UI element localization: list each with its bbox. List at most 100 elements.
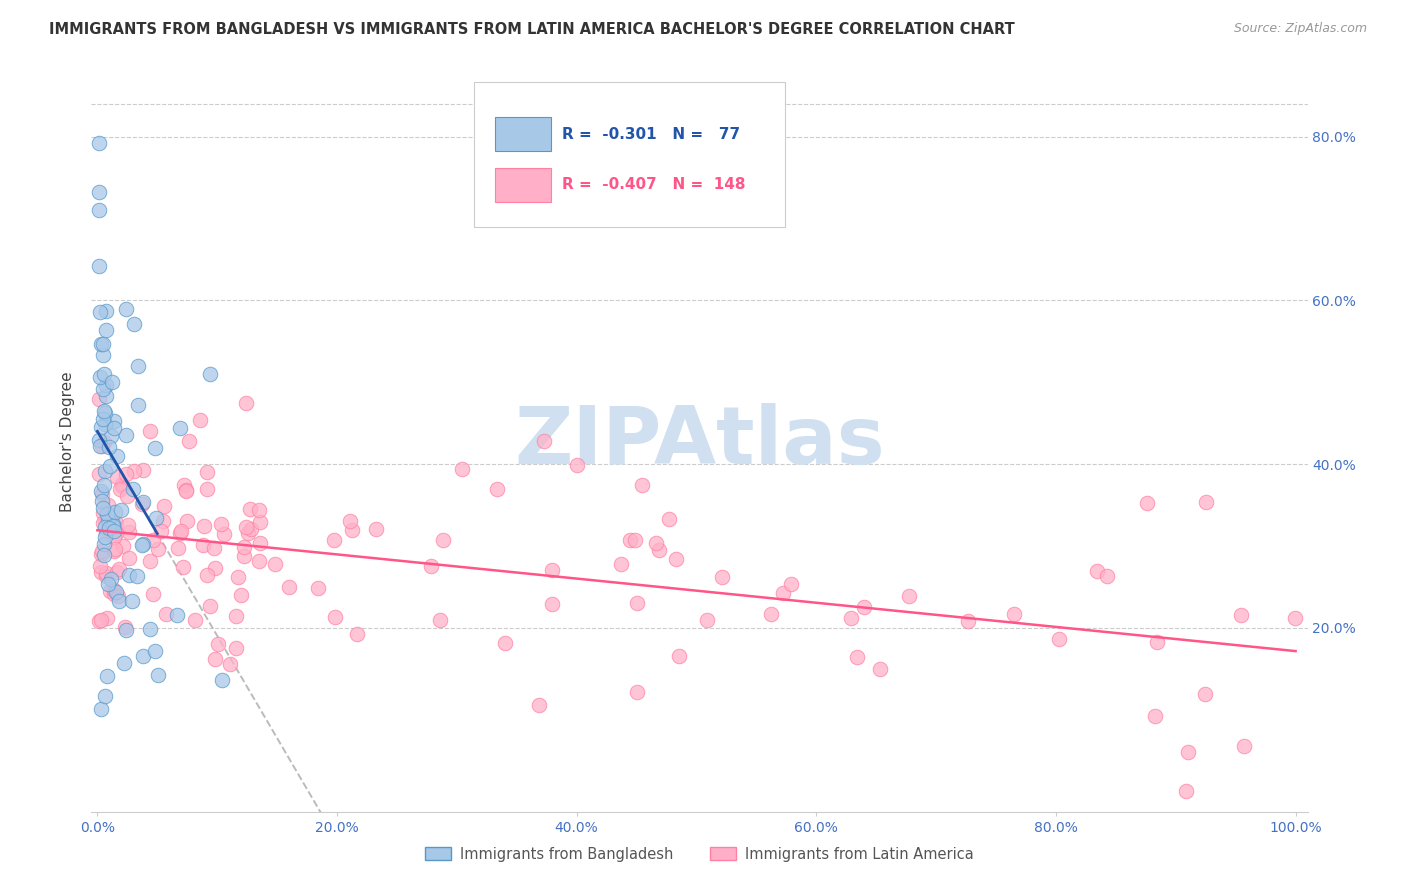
Point	[139, 554, 162, 568]
Point	[114, 624, 136, 638]
Point	[96, 669, 118, 683]
Point	[148, 667, 170, 681]
Point	[100, 429, 122, 443]
Point	[87, 136, 110, 150]
Point	[103, 413, 125, 427]
Point	[104, 585, 127, 599]
Point	[91, 500, 114, 515]
Point	[450, 462, 472, 476]
Point	[541, 597, 564, 611]
Point	[179, 434, 201, 449]
Point	[485, 482, 508, 496]
Point	[200, 367, 222, 381]
Point	[527, 698, 550, 713]
Point	[665, 552, 688, 566]
Point	[195, 568, 218, 582]
Text: Source: ZipAtlas.com: Source: ZipAtlas.com	[1233, 22, 1367, 36]
Point	[853, 599, 876, 614]
Point	[91, 506, 114, 520]
Point	[111, 476, 134, 491]
Point	[166, 607, 188, 622]
Point	[107, 470, 129, 484]
Point	[956, 615, 979, 629]
Point	[235, 520, 257, 534]
Point	[90, 494, 112, 508]
Point	[174, 483, 197, 497]
Point	[93, 549, 115, 563]
Point	[307, 582, 329, 596]
Point	[207, 637, 229, 651]
Point	[103, 530, 125, 544]
Point	[89, 370, 111, 384]
Point	[89, 439, 111, 453]
Point	[172, 559, 194, 574]
Point	[780, 576, 803, 591]
Point	[198, 599, 221, 613]
Point	[132, 537, 155, 551]
Point	[173, 478, 195, 492]
Point	[142, 533, 165, 548]
Point	[340, 523, 363, 537]
Point	[139, 425, 162, 439]
Point	[90, 484, 112, 499]
Point	[132, 463, 155, 477]
Point	[432, 533, 454, 547]
Point	[420, 559, 443, 574]
Point	[845, 650, 868, 665]
Point	[1136, 496, 1159, 510]
Point	[759, 607, 782, 621]
Point	[89, 565, 111, 579]
Point	[1097, 569, 1119, 583]
Point	[204, 541, 226, 555]
Point	[209, 516, 232, 531]
Point	[87, 203, 110, 218]
Point	[104, 505, 127, 519]
Point	[225, 609, 247, 624]
Point	[91, 337, 114, 351]
Point	[263, 557, 285, 571]
Point	[191, 538, 214, 552]
Point	[93, 367, 115, 381]
Point	[249, 515, 271, 529]
Point	[131, 538, 153, 552]
Point	[94, 566, 117, 580]
Point	[96, 377, 118, 392]
Point	[229, 588, 252, 602]
Point	[150, 524, 173, 539]
Point	[869, 662, 891, 676]
Point	[107, 589, 129, 603]
Point	[98, 458, 121, 473]
Point	[94, 525, 117, 540]
Point	[93, 406, 115, 420]
Point	[710, 570, 733, 584]
Point	[97, 577, 120, 591]
Point	[204, 561, 226, 575]
Point	[1177, 745, 1199, 759]
Point	[87, 433, 110, 447]
Point	[184, 614, 207, 628]
Point	[100, 572, 122, 586]
Point	[94, 689, 117, 703]
Point	[249, 535, 271, 549]
Y-axis label: Bachelor's Degree: Bachelor's Degree	[60, 371, 76, 512]
Point	[114, 620, 136, 634]
Point	[124, 317, 146, 331]
FancyBboxPatch shape	[495, 117, 551, 152]
Text: IMMIGRANTS FROM BANGLADESH VS IMMIGRANTS FROM LATIN AMERICA BACHELOR'S DEGREE CO: IMMIGRANTS FROM BANGLADESH VS IMMIGRANTS…	[49, 22, 1015, 37]
Point	[94, 520, 117, 534]
Point	[98, 440, 121, 454]
Point	[323, 610, 346, 624]
Point	[103, 587, 125, 601]
Point	[626, 684, 648, 698]
Legend: Immigrants from Bangladesh, Immigrants from Latin America: Immigrants from Bangladesh, Immigrants f…	[419, 840, 980, 867]
Point	[233, 541, 256, 555]
Text: R =  -0.301   N =   77: R = -0.301 N = 77	[562, 127, 740, 142]
Point	[90, 547, 112, 561]
Point	[772, 585, 794, 599]
Point	[89, 304, 111, 318]
Point	[98, 584, 121, 599]
Point	[91, 439, 114, 453]
Point	[225, 640, 247, 655]
Point	[96, 611, 118, 625]
Point	[94, 417, 117, 431]
